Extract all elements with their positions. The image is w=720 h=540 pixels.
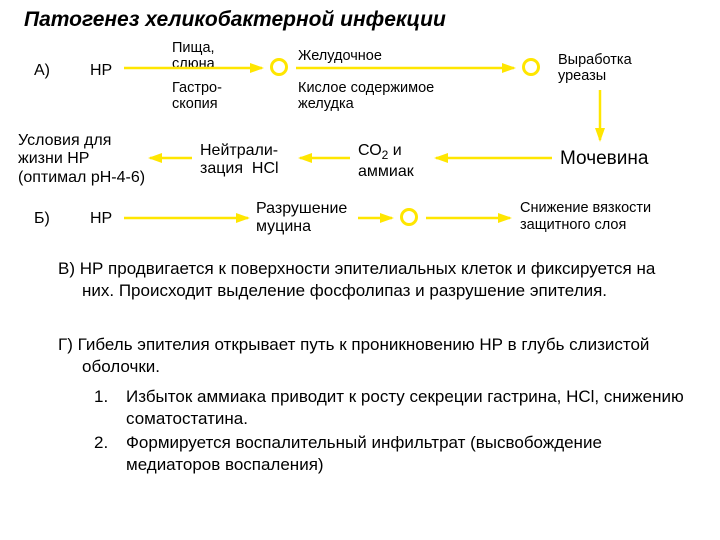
page-title: Патогенез хеликобактерной инфекции <box>24 8 446 32</box>
circle-icon <box>400 208 418 226</box>
list-num-1: 1. <box>94 386 108 408</box>
row-a-food: Пища, слюна <box>172 40 215 72</box>
row-a-acidic: Кислое содержимое желудка <box>298 80 434 112</box>
row-b-marker: Б) <box>34 210 50 228</box>
list-item-1: Избыток аммиака приводит к росту секреци… <box>126 386 690 430</box>
list-num-2: 2. <box>94 432 108 454</box>
list-item-2: Формируется воспалительный инфильтрат (в… <box>126 432 690 476</box>
row-b-viscosity: Снижение вязкости защитного слоя <box>520 200 651 233</box>
paragraph-v: В) НР продвигается к поверхности эпители… <box>30 258 690 302</box>
row-a-urease: Выработка уреазы <box>558 52 632 84</box>
row-a-gastric: Желудочное <box>298 48 382 64</box>
row-b-hp: НР <box>90 210 112 228</box>
row-a-marker: А) <box>34 62 50 80</box>
row-a-hp: НР <box>90 62 112 80</box>
mid-neutral: Нейтрали- зация HCl <box>200 142 279 179</box>
circle-icon <box>522 58 540 76</box>
circle-icon <box>270 58 288 76</box>
mid-urea: Мочевина <box>560 148 648 170</box>
paragraph-g: Г) Гибель эпителия открывает путь к прон… <box>30 334 690 378</box>
mid-co2: СО2 иаммиак <box>358 142 414 181</box>
row-a-gastro: Гастро- скопия <box>172 80 222 112</box>
mid-conditions: Условия для жизни НР (оптимал рН-4-6) <box>18 132 145 187</box>
row-b-mucin: Разрушение муцина <box>256 200 347 237</box>
diagram-stage: Патогенез хеликобактерной инфекции А) НР… <box>0 0 720 540</box>
